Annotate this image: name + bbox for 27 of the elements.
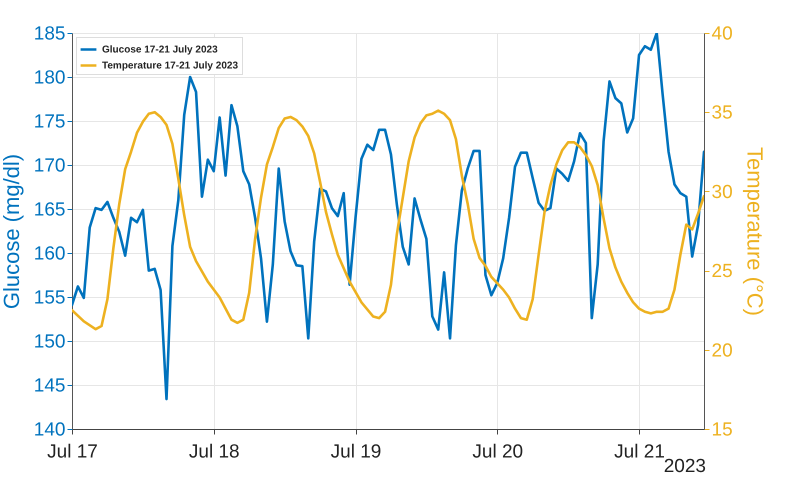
y2-tick-label: 25 bbox=[712, 261, 733, 282]
y2-tick-label: 15 bbox=[712, 420, 733, 440]
x-tick-label: Jul 19 bbox=[330, 442, 382, 462]
y-tick-label: 140 bbox=[34, 420, 66, 440]
y-tick-label: 160 bbox=[34, 244, 66, 264]
y-tick-label: 170 bbox=[34, 156, 66, 176]
y2-tick-label: 20 bbox=[712, 340, 733, 362]
legend-label: Glucose 17-21 July 2023 bbox=[102, 44, 218, 56]
line-series bbox=[72, 109, 704, 331]
y2-axis-title: Temperature (°C) bbox=[742, 147, 768, 316]
legend-label: Temperature 17-21 July 2023 bbox=[102, 60, 238, 72]
text: 2023 bbox=[664, 456, 706, 478]
y-tick-label: 165 bbox=[34, 200, 66, 220]
y-tick-label: 185 bbox=[34, 24, 66, 44]
y2-tick-label: 40 bbox=[712, 24, 733, 44]
y-tick-label: 150 bbox=[34, 332, 66, 352]
x-tick-label: Jul 18 bbox=[188, 442, 240, 462]
y-axis-title: Glucose (mg/dl) bbox=[0, 154, 24, 310]
y-tick-label: 175 bbox=[34, 112, 66, 132]
y-tick-label: 145 bbox=[34, 376, 66, 396]
y2-tick-label: 35 bbox=[712, 102, 733, 124]
x-tick-label: Jul 21 bbox=[614, 442, 665, 462]
y-tick-label: 155 bbox=[34, 288, 66, 308]
y-tick-label: 180 bbox=[34, 68, 66, 88]
x-tick-label: Jul 20 bbox=[472, 442, 524, 462]
y2-tick-label: 30 bbox=[712, 182, 733, 203]
x-tick-label: Jul 17 bbox=[47, 442, 98, 462]
